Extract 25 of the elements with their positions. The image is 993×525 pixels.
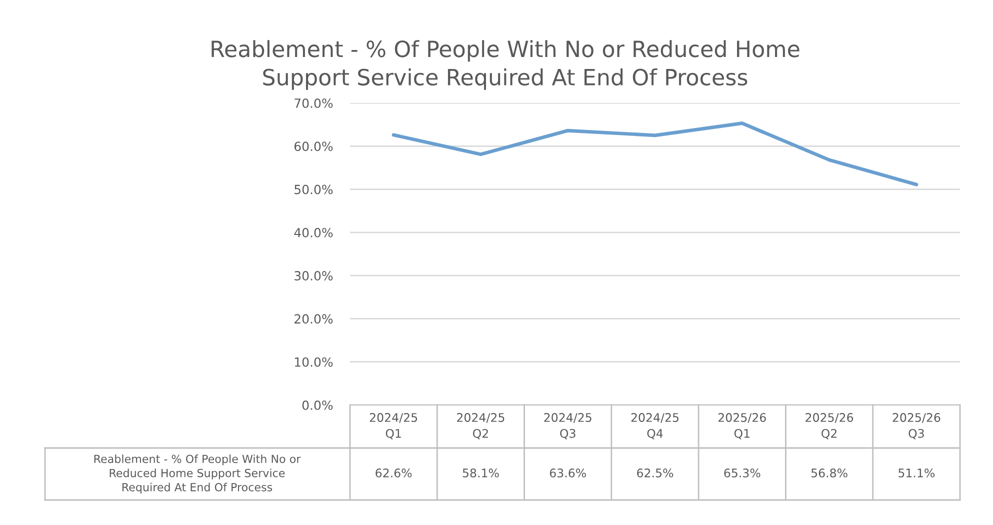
x-tick-label: 2025/26 Q2 [806, 413, 854, 440]
y-tick-label: 10.0% [294, 357, 333, 367]
text: 63.6% [550, 468, 586, 478]
text: 51.1% [898, 468, 935, 478]
text: 65.3% [724, 468, 760, 478]
text: Reablement - % Of People With No or Reduced Home Support Service Required At End Of Process [94, 454, 301, 494]
x-tick-label: 2025/26 Q1 [718, 413, 766, 440]
text: 62.5% [637, 468, 674, 478]
x-tick-label: 2025/26 Q3 [892, 413, 940, 440]
y-tick-label: 50.0% [294, 184, 333, 194]
line-series [392, 122, 918, 186]
y-tick-label: 20.0% [294, 314, 333, 324]
text: 62.6% [376, 468, 412, 478]
text: 58.1% [462, 468, 499, 478]
x-tick-label: 2024/25 Q1 [370, 413, 418, 440]
x-tick-label: 2024/25 Q2 [457, 413, 504, 440]
x-tick-label: 2024/25 Q3 [544, 413, 592, 440]
text: 56.8% [811, 468, 848, 478]
chart-title: Reablement - % Of People With No or Reduced Home Support Service Required At End Of Process [212, 40, 800, 90]
y-tick-label: 0.0% [302, 400, 333, 410]
x-tick-label: 2024/25 Q4 [631, 413, 678, 440]
y-tick-label: 70.0% [294, 98, 333, 108]
y-tick-label: 40.0% [294, 228, 333, 238]
y-tick-label: 60.0% [294, 142, 333, 152]
y-tick-label: 30.0% [294, 271, 333, 280]
